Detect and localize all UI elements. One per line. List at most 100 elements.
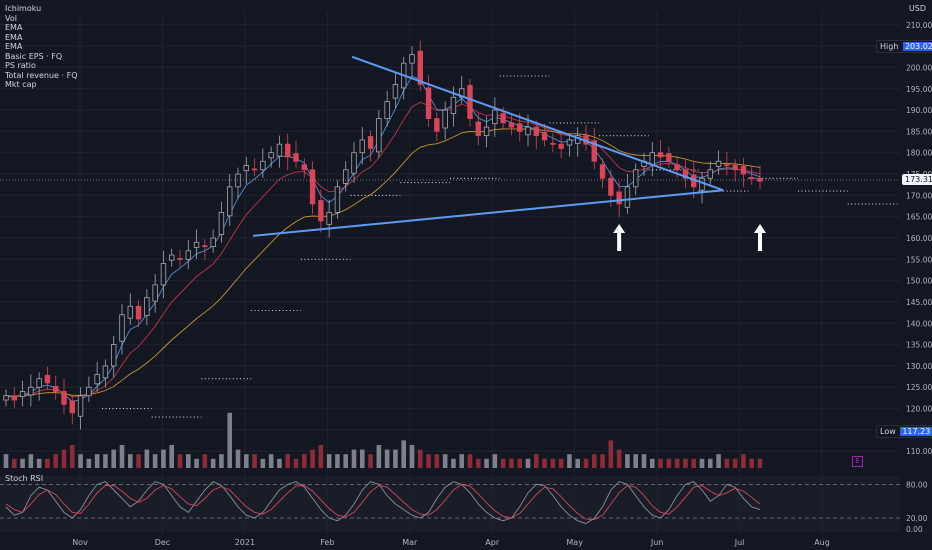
candle-body <box>475 121 481 137</box>
stoch-rsi-label[interactable]: Stoch RSI <box>5 474 44 483</box>
trendline <box>351 55 724 192</box>
volume-bar <box>169 445 175 468</box>
volume-bar <box>517 458 523 468</box>
price-tick-label: 155.00 <box>906 255 932 264</box>
candle-body <box>616 191 622 205</box>
volume-bar <box>749 458 755 468</box>
volume-bar <box>376 445 382 468</box>
volume-bar <box>368 454 373 468</box>
candle-body <box>525 126 531 136</box>
candle-body <box>591 140 597 162</box>
candle-body <box>111 344 117 367</box>
volume-bar <box>649 458 655 468</box>
volume-bar <box>384 449 390 468</box>
volume-bar <box>525 458 531 468</box>
candle-body <box>392 84 399 99</box>
candle-body <box>558 143 564 149</box>
volume-bar <box>533 454 539 468</box>
candle-body <box>541 131 548 141</box>
price-tick-label: 160.00 <box>906 234 932 243</box>
candle-body <box>599 164 606 179</box>
legend-item[interactable]: EMA <box>5 32 23 42</box>
volume-bar <box>674 458 680 468</box>
volume-bar <box>359 449 365 468</box>
volume-bar <box>575 458 581 468</box>
volume-bar <box>326 454 332 468</box>
candle-body <box>442 109 448 129</box>
high-marker: High 203.02 <box>876 40 932 53</box>
volume-bar <box>509 458 514 468</box>
candle-body <box>450 96 457 114</box>
volume-bar <box>3 454 9 468</box>
candle-body <box>467 84 473 120</box>
volume-bar <box>210 458 216 468</box>
earnings-icon[interactable]: E <box>852 456 863 467</box>
time-tick-label: Jul <box>734 538 745 547</box>
candle-body <box>318 200 324 222</box>
time-tick-label: Nov <box>72 538 88 547</box>
price-tick-label: 120.00 <box>906 405 932 414</box>
volume-bar <box>426 454 431 468</box>
candle-body <box>434 118 440 132</box>
volume-bar <box>393 449 398 468</box>
volume-bar <box>558 458 564 468</box>
time-tick-label: Jun <box>650 538 664 547</box>
legend-item[interactable]: Vol <box>5 13 17 23</box>
stoch-line <box>5 483 761 521</box>
volume-bar <box>144 449 150 468</box>
volume-bar <box>757 458 763 468</box>
volume-bar <box>459 454 465 468</box>
time-axis[interactable]: Nov Dec 2021 Feb Mar Apr May Jun Jul Aug <box>72 538 830 547</box>
low-label: Low <box>880 427 896 436</box>
volume-bar <box>616 449 622 468</box>
candle-body <box>682 169 689 179</box>
volume-bar <box>177 454 183 468</box>
volume-bar <box>732 458 738 468</box>
candle-body <box>367 136 374 149</box>
volume-bar <box>301 454 307 468</box>
legend-item[interactable]: EMA <box>5 23 23 32</box>
volume-bar <box>53 454 59 468</box>
volume-bar <box>633 454 639 468</box>
candle-body <box>425 87 432 120</box>
volume-bar <box>475 458 481 468</box>
legend-item[interactable]: Ichimoku <box>5 4 42 13</box>
ema-line <box>5 128 761 397</box>
candle-body <box>533 126 539 137</box>
grid <box>0 12 900 535</box>
time-tick-label: Feb <box>320 538 334 547</box>
candle-body <box>218 212 225 235</box>
candle-body <box>550 142 556 145</box>
candle-body <box>210 237 216 247</box>
candle-body <box>301 164 307 171</box>
candle-body <box>160 263 167 286</box>
legend-item[interactable]: Mkt cap <box>5 80 37 89</box>
candle-body <box>169 254 175 261</box>
candle-body <box>384 101 390 120</box>
volume-bar <box>243 454 249 468</box>
price-tick-label: 130.00 <box>906 362 932 371</box>
price-tick-label: 110.00 <box>906 447 932 456</box>
legend-item[interactable]: PS ratio <box>5 61 36 70</box>
legend-item[interactable]: Total revenue · FQ <box>5 70 78 80</box>
price-tick-label: 210.00 <box>906 21 932 30</box>
time-tick-label: 2021 <box>235 538 255 547</box>
candle-body <box>3 395 9 401</box>
candle-body <box>359 139 365 154</box>
legend-item[interactable]: EMA <box>5 42 23 51</box>
legend-item[interactable]: Basic EPS · FQ <box>5 51 63 61</box>
candle-body <box>715 160 722 167</box>
volume-bar <box>252 454 257 468</box>
volume-bar <box>219 454 224 468</box>
trendline <box>253 189 724 237</box>
price-tick-label: 150.00 <box>906 277 932 286</box>
indicator-legend[interactable]: Ichimoku Vol EMA EMA EMA Basic EPS · FQ PS rat… <box>5 4 78 90</box>
time-tick-label: May <box>566 538 583 547</box>
stoch-tick-label: 0.00 <box>906 525 923 534</box>
candle-body <box>28 386 34 396</box>
candle-body <box>293 153 299 162</box>
price-tick-label: 135.00 <box>906 341 932 350</box>
volume-bar <box>202 454 208 468</box>
volume-bar <box>542 458 547 468</box>
